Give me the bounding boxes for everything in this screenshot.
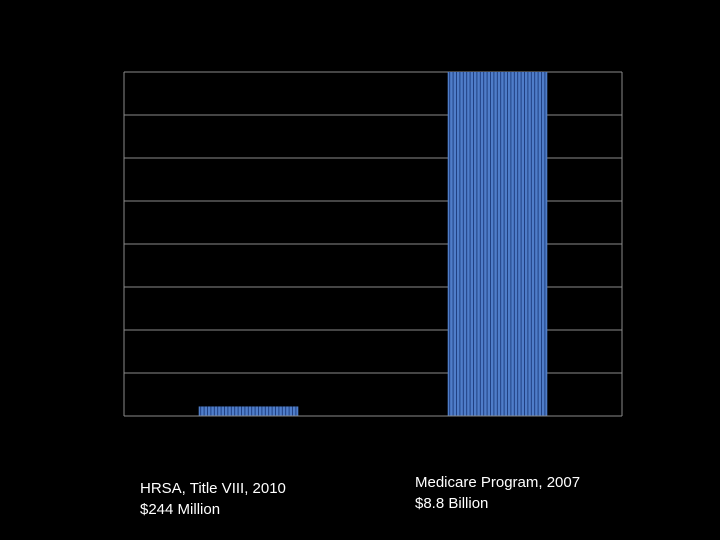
chart-bars	[198, 72, 548, 416]
chart-axes	[123, 72, 623, 417]
category-label-hrsa-name: HRSA, Title VIII, 2010	[140, 480, 286, 497]
category-label-medicare-value: $8.8 Billion	[415, 495, 489, 512]
category-label-medicare: Medicare Program, 2007 $8.8 Billion	[415, 472, 580, 514]
category-label-hrsa: HRSA, Title VIII, 2010 $244 Million	[140, 478, 286, 520]
chart-gridlines	[124, 71, 622, 374]
category-label-medicare-name: Medicare Program, 2007	[415, 474, 581, 491]
bar-0	[198, 406, 299, 416]
bar-1	[447, 72, 548, 416]
category-label-hrsa-value: $244 Million	[140, 501, 221, 518]
